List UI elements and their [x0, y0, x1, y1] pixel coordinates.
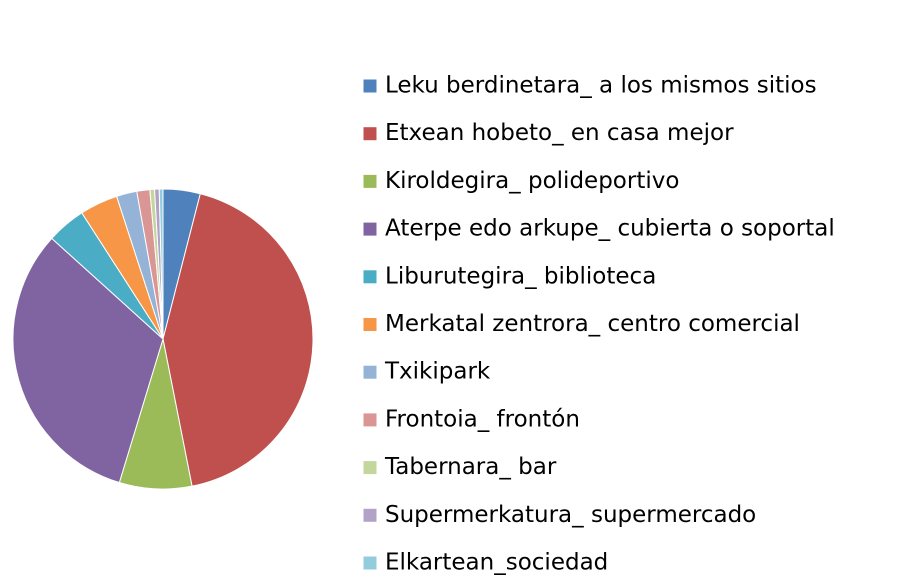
pie-slice: [158, 188, 164, 340]
legend-swatch: [362, 507, 378, 523]
legend-label: Kiroldegira_ polideportivo: [385, 168, 679, 194]
legend-label: Tabernara_ bar: [384, 454, 557, 480]
legend-swatch: [362, 364, 378, 380]
legend-label: Etxean hobeto_ en casa mejor: [385, 120, 734, 146]
legend-label: Txikipark: [384, 359, 491, 385]
legend-label: Merkatal zentrora_ centro comercial: [385, 311, 800, 337]
legend-label: Elkartean_sociedad: [385, 550, 608, 576]
legend-label: Aterpe edo arkupe_ cubierta o soportal: [385, 216, 835, 242]
legend-swatch: [362, 460, 378, 476]
legend-label: Leku berdinetara_ a los mismos sitios: [385, 73, 817, 99]
legend-swatch: [362, 269, 378, 285]
pie-slice: [162, 193, 314, 487]
legend-swatch: [362, 173, 378, 189]
legend-swatch: [362, 317, 378, 332]
legend-swatch: [362, 555, 378, 571]
legend-swatch: [362, 78, 378, 94]
pie-slice: [12, 237, 164, 484]
legend-swatch: [362, 126, 378, 142]
legend-label: Supermerkatura_ supermercado: [385, 502, 756, 528]
legend-swatch: [362, 412, 378, 428]
legend-swatch: [362, 221, 378, 237]
legend-label: Frontoia_ frontón: [385, 406, 580, 432]
legend-label: Liburutegira_ biblioteca: [385, 263, 656, 289]
